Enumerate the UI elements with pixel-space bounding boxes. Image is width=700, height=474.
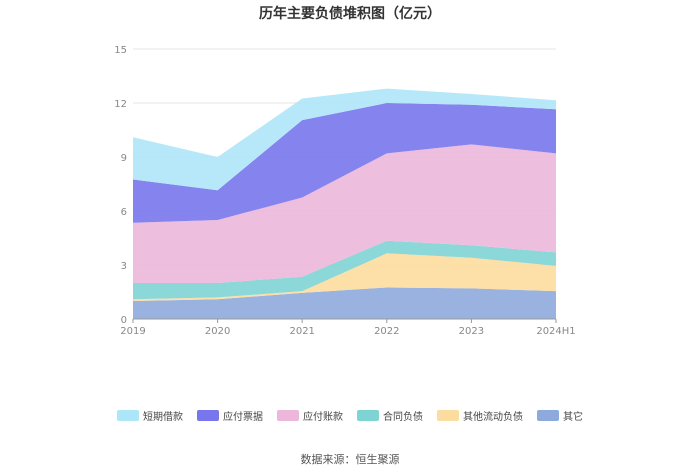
legend-item[interactable]: 应付票据 [197,408,263,423]
x-tick-label: 2020 [205,326,230,337]
x-tick-label: 2024H1 [536,326,575,337]
area-series-4[interactable] [133,103,556,223]
x-tick-label: 2023 [459,326,484,337]
area-series-3[interactable] [133,144,556,283]
legend-swatch [117,410,139,421]
area-series-2[interactable] [133,240,556,300]
legend-label: 应付票据 [223,412,263,423]
chart-title: 历年主要负债堆积图（亿元） [259,6,441,22]
legend-swatch [197,410,219,421]
area-series-5[interactable] [133,88,556,191]
legend-swatch [437,410,459,421]
data-source: 数据来源：恒生聚源 [300,453,400,466]
legend-swatch [537,410,559,421]
area-series-1[interactable] [133,253,556,301]
legend-item[interactable]: 应付账款 [277,408,343,423]
x-tick-label: 2022 [374,326,399,337]
legend-item[interactable]: 短期借款 [117,408,183,423]
chart-legend: 短期借款 应付票据 应付账款 合同负债 其他流动负债 其它 [0,408,700,423]
legend-item[interactable]: 其他流动负债 [437,408,523,423]
x-tick-label: 2019 [120,326,145,337]
legend-swatch [277,410,299,421]
y-tick-label: 0 [121,315,127,326]
legend-item[interactable]: 其它 [537,408,583,423]
x-tick-label: 2021 [289,326,314,337]
legend-label: 短期借款 [143,412,183,423]
y-tick-label: 9 [121,153,127,164]
legend-swatch [357,410,379,421]
y-tick-label: 3 [121,261,127,272]
legend-label: 合同负债 [383,412,423,423]
legend-label: 应付账款 [303,412,343,423]
y-tick-label: 12 [114,99,127,110]
y-tick-label: 6 [121,207,127,218]
legend-label: 其它 [563,412,583,423]
legend-label: 其他流动负债 [463,412,523,423]
area-series-0[interactable] [133,287,556,320]
legend-item[interactable]: 合同负债 [357,408,423,423]
y-tick-label: 15 [114,45,127,56]
